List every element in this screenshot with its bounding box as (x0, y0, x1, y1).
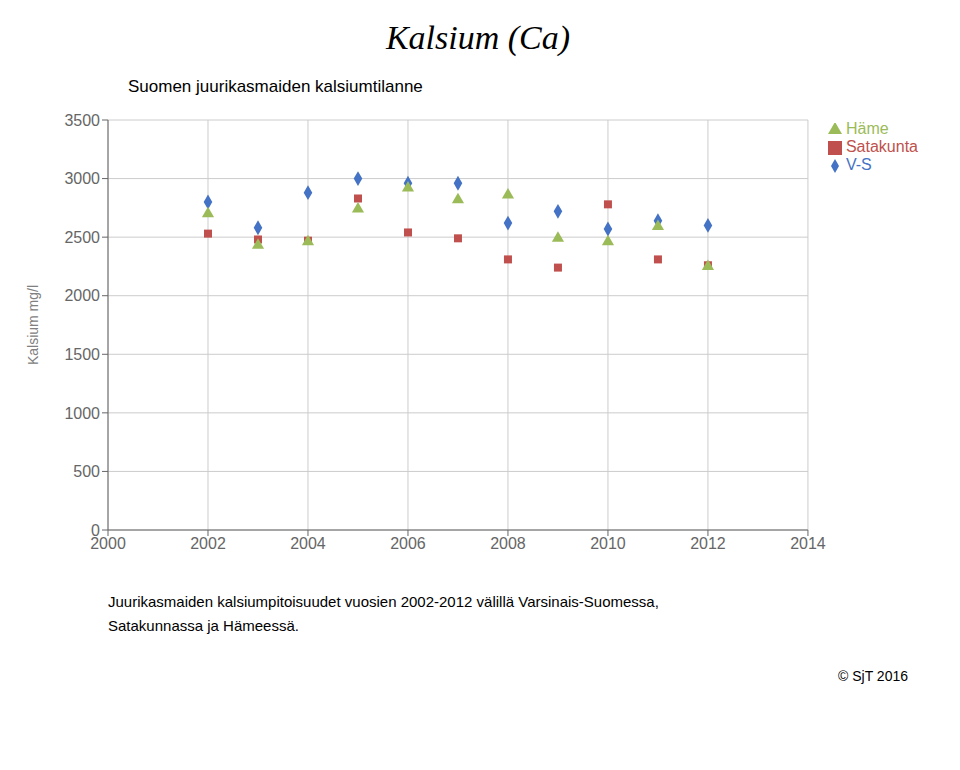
html-text:V-S: V-S (845, 156, 872, 173)
svg-text:500: 500 (73, 463, 100, 480)
svg-text:3500: 3500 (64, 112, 100, 129)
svg-text:2000: 2000 (64, 287, 100, 304)
html-text:Satakunta: Satakunta (845, 138, 918, 155)
svg-text:2002: 2002 (190, 535, 226, 552)
html-text:Suomen juurikasmaiden kalsiumt: Suomen juurikasmaiden kalsiumtilanne (128, 77, 423, 96)
svg-text:2500: 2500 (64, 229, 100, 246)
svg-text:2010: 2010 (590, 535, 626, 552)
svg-text:1000: 1000 (64, 405, 100, 422)
html-text:Juurikasmaiden kalsiumpitoisuu: Juurikasmaiden kalsiumpitoisuudet vuosie… (108, 593, 659, 610)
svg-text:Kalsium mg/l: Kalsium mg/l (25, 285, 41, 365)
svg-text:2008: 2008 (490, 535, 526, 552)
svg-text:0: 0 (91, 522, 100, 539)
html-text:Häme: Häme (845, 120, 889, 137)
html-text:Satakunnassa ja Hämeessä.: Satakunnassa ja Hämeessä. (108, 617, 299, 634)
html-text:Kalsium (Ca): Kalsium (Ca) (385, 19, 571, 56)
svg-text:2012: 2012 (690, 535, 726, 552)
svg-text:3000: 3000 (64, 170, 100, 187)
svg-text:2004: 2004 (290, 535, 326, 552)
svg-text:2006: 2006 (390, 535, 426, 552)
svg-text:1500: 1500 (64, 346, 100, 363)
html-text:© SjT 2016: © SjT 2016 (838, 668, 908, 684)
svg-text:2000: 2000 (90, 535, 126, 553)
svg-text:2014: 2014 (790, 535, 826, 552)
